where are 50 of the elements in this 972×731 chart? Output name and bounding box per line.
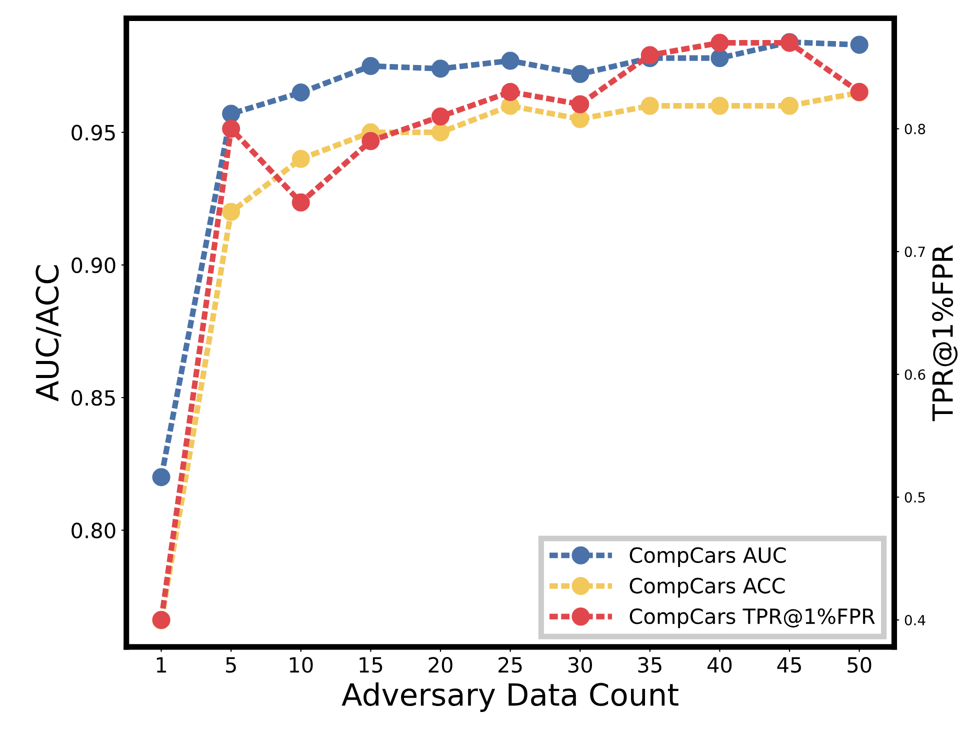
point: [501, 82, 520, 101]
x-tick-label: 1: [156, 657, 166, 672]
point: [431, 123, 450, 142]
point: [640, 46, 659, 64]
y2-tick-label: 0.6: [904, 369, 926, 380]
y-tick-label: 0.80: [72, 522, 116, 538]
x-tick-label: 50: [848, 657, 872, 673]
point: [431, 107, 450, 126]
y-tick-label: 0.95: [72, 124, 115, 141]
point: [640, 96, 659, 115]
x-tick-label: 40: [707, 657, 732, 673]
point: [571, 95, 590, 114]
y2-tick-label: 0.7: [904, 246, 925, 258]
x-tick-label: 5: [226, 657, 236, 673]
point: [292, 150, 310, 168]
x-tick-label: 20: [428, 657, 452, 673]
x-tick-label: 25: [498, 657, 522, 673]
point: [710, 49, 729, 68]
x-tick-label: 45: [777, 657, 801, 673]
y-tick-label: 0.90: [72, 257, 116, 274]
y2-tick-label: 0.5: [904, 492, 925, 503]
x-axis-title: Adversary Data Count: [342, 682, 678, 712]
point: [292, 84, 310, 102]
point: [292, 193, 310, 212]
point: [710, 96, 729, 115]
legend-label: CompCars ACC: [630, 578, 785, 598]
legend-label: CompCars TPR@1%FPR: [630, 608, 875, 628]
point: [710, 34, 729, 52]
y2-tick-label: 0.8: [904, 124, 926, 134]
point: [362, 132, 380, 150]
y-tick-label: 0.85: [72, 390, 115, 406]
point: [431, 60, 450, 78]
point: [222, 202, 240, 221]
point: [850, 36, 868, 54]
y-axis-title: AUC/ACC: [36, 265, 62, 402]
y2-axis-title: TPR@1%FPR: [932, 244, 958, 422]
point: [222, 104, 240, 123]
point: [501, 52, 520, 70]
x-tick-label: 15: [360, 657, 382, 673]
x-tick-label: 10: [290, 657, 313, 673]
point: [571, 110, 590, 128]
y2-tick-label: 0.4: [904, 614, 926, 626]
point: [780, 96, 799, 115]
x-tick-label: 35: [638, 657, 662, 673]
point: [152, 468, 170, 486]
point: [571, 64, 590, 84]
point: [362, 56, 380, 76]
legend-label: CompCars AUC: [630, 547, 786, 568]
point: [222, 120, 240, 138]
x-tick-label: 30: [568, 657, 592, 673]
